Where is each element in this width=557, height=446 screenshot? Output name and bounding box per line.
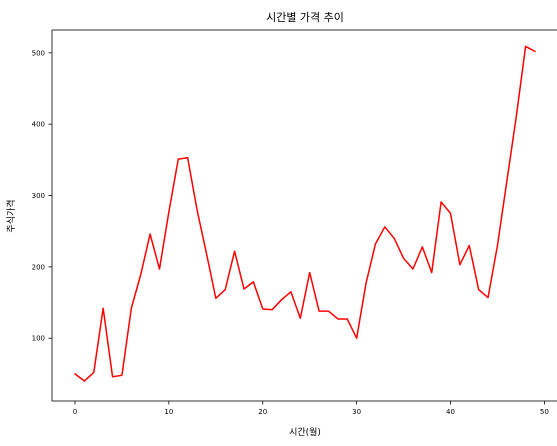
y-tick-label: 400 xyxy=(32,121,45,129)
x-tick-label: 30 xyxy=(352,408,361,416)
y-tick-label: 500 xyxy=(32,49,45,57)
plot-area: 0 10 20 30 40 50 100 200 300 400 500 xyxy=(32,29,557,416)
price-line xyxy=(74,45,536,382)
x-tick-label: 10 xyxy=(164,408,173,416)
x-tick-label: 40 xyxy=(446,408,455,416)
x-axis: 0 10 20 30 40 50 xyxy=(73,401,549,416)
x-tick-label: 20 xyxy=(258,408,267,416)
series-layer xyxy=(74,45,536,382)
y-axis-label: 주식가격 xyxy=(5,199,17,232)
y-axis: 100 200 300 400 500 xyxy=(32,49,52,343)
x-axis-label: 시간(월) xyxy=(289,426,321,438)
y-tick-label: 100 xyxy=(32,335,45,343)
x-tick-label: 0 xyxy=(73,408,77,416)
y-tick-label: 300 xyxy=(32,192,45,200)
y-tick-label: 200 xyxy=(32,263,45,271)
x-tick-label: 50 xyxy=(540,408,549,416)
chart-title: 시간별 가격 추이 xyxy=(266,11,344,24)
plot-frame xyxy=(51,29,557,402)
